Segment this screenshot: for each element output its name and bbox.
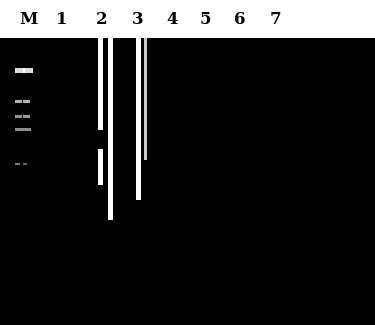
Text: 7: 7 bbox=[269, 10, 281, 28]
Text: 5: 5 bbox=[199, 10, 211, 28]
Text: 2: 2 bbox=[96, 10, 108, 28]
Text: 4: 4 bbox=[166, 10, 178, 28]
Text: 1: 1 bbox=[56, 10, 68, 28]
Text: 6: 6 bbox=[234, 10, 246, 28]
Text: 3: 3 bbox=[132, 10, 144, 28]
Text: M: M bbox=[19, 10, 37, 28]
